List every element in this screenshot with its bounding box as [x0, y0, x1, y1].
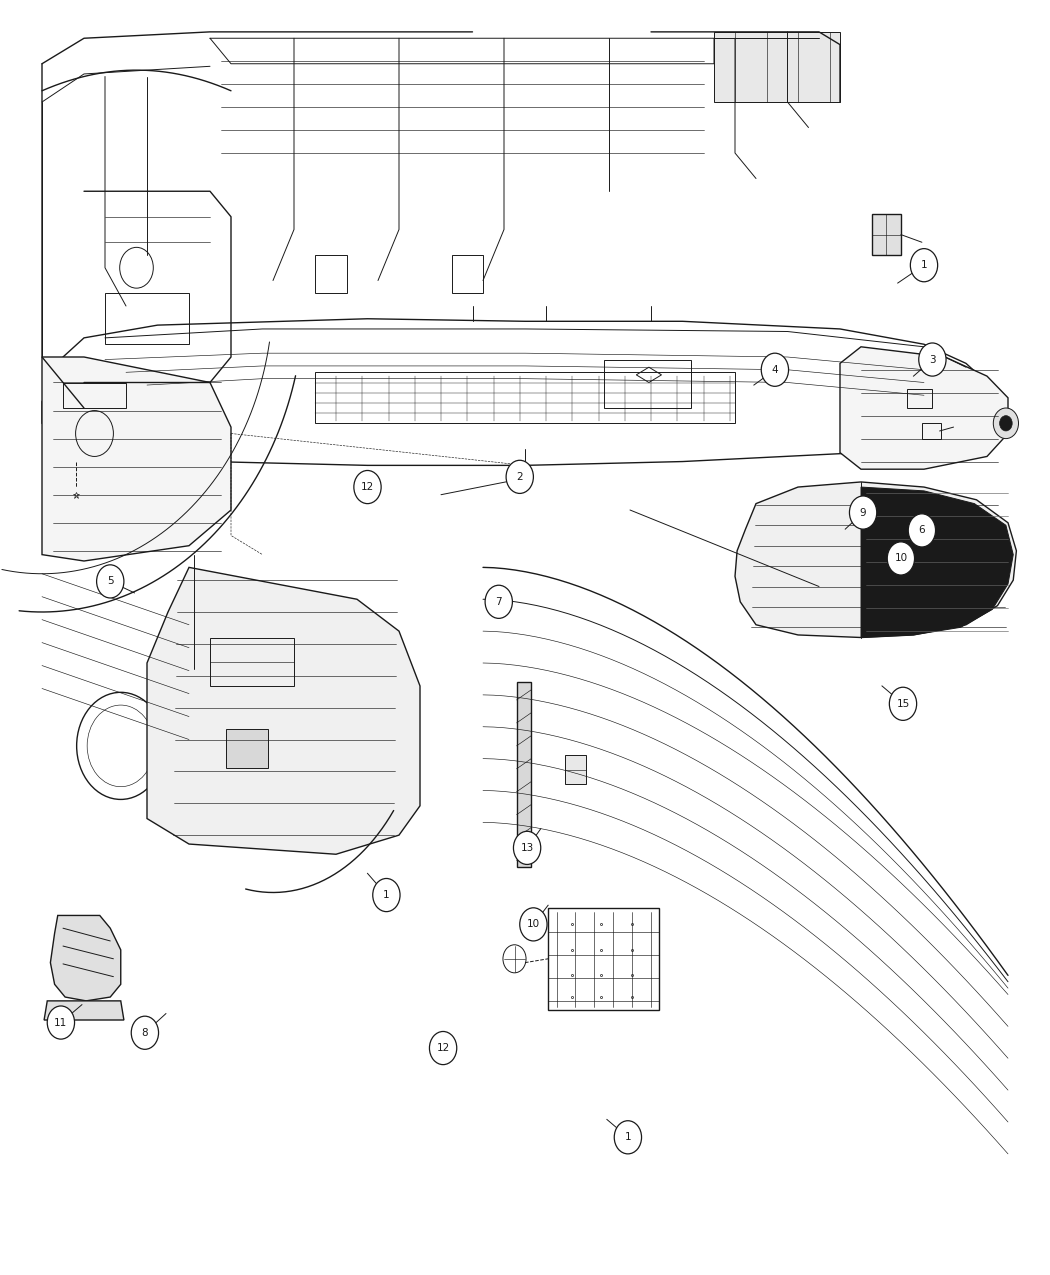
Text: 9: 9: [860, 507, 866, 518]
Circle shape: [889, 687, 917, 720]
Text: 7: 7: [496, 597, 502, 607]
Circle shape: [354, 470, 381, 504]
Polygon shape: [735, 482, 1016, 638]
Circle shape: [849, 496, 877, 529]
Text: 2: 2: [517, 472, 523, 482]
Text: 11: 11: [55, 1017, 67, 1028]
Polygon shape: [42, 357, 231, 561]
Polygon shape: [861, 487, 1013, 638]
Circle shape: [97, 565, 124, 598]
Polygon shape: [872, 214, 901, 255]
Text: 12: 12: [437, 1043, 449, 1053]
Polygon shape: [840, 347, 1008, 469]
Polygon shape: [714, 32, 840, 102]
Text: 4: 4: [772, 365, 778, 375]
Circle shape: [131, 1016, 159, 1049]
Polygon shape: [226, 729, 268, 768]
Polygon shape: [565, 755, 586, 784]
Circle shape: [429, 1031, 457, 1065]
Circle shape: [485, 585, 512, 618]
Text: 12: 12: [361, 482, 374, 492]
Text: 1: 1: [625, 1132, 631, 1142]
Text: 15: 15: [897, 699, 909, 709]
Text: 1: 1: [921, 260, 927, 270]
Circle shape: [506, 460, 533, 493]
Circle shape: [908, 514, 936, 547]
Polygon shape: [517, 682, 531, 867]
Text: 6: 6: [919, 525, 925, 536]
Polygon shape: [147, 567, 420, 854]
Circle shape: [993, 408, 1018, 439]
Circle shape: [887, 542, 915, 575]
Circle shape: [47, 1006, 75, 1039]
Circle shape: [919, 343, 946, 376]
Circle shape: [761, 353, 789, 386]
Text: 3: 3: [929, 354, 936, 365]
Text: 10: 10: [527, 919, 540, 929]
Text: 8: 8: [142, 1028, 148, 1038]
Text: 5: 5: [107, 576, 113, 587]
Circle shape: [520, 908, 547, 941]
Circle shape: [513, 831, 541, 864]
Polygon shape: [50, 915, 121, 1001]
Circle shape: [1000, 416, 1012, 431]
Text: 1: 1: [383, 890, 390, 900]
Text: 13: 13: [521, 843, 533, 853]
Circle shape: [910, 249, 938, 282]
Circle shape: [373, 878, 400, 912]
Text: 10: 10: [895, 553, 907, 564]
Circle shape: [614, 1121, 642, 1154]
Polygon shape: [44, 1001, 124, 1020]
